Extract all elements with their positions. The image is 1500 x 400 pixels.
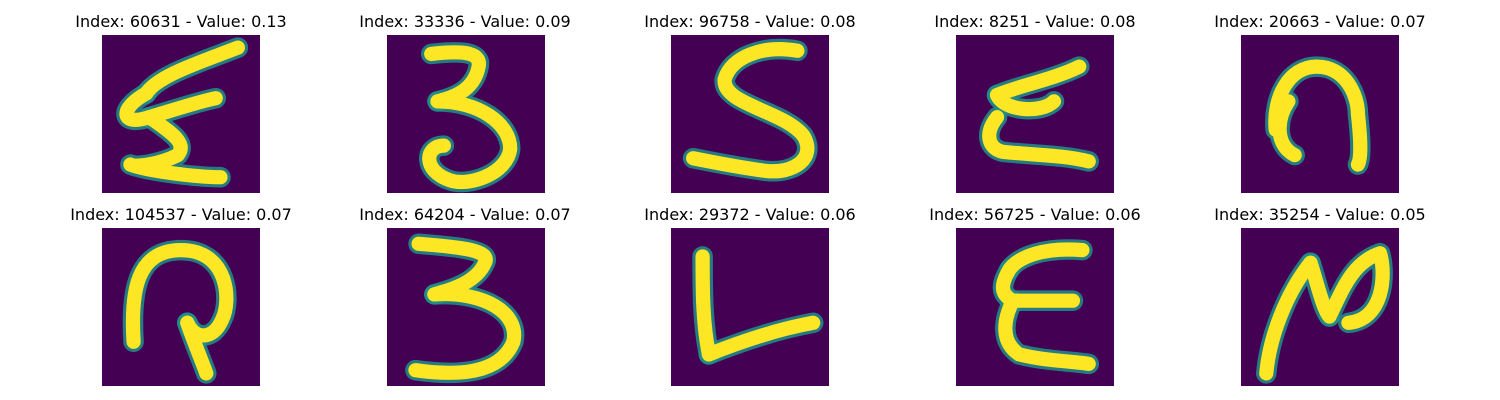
glyph-svg	[692, 246, 824, 365]
panel-title: Index: 60631 - Value: 0.13	[75, 12, 287, 31]
panel-2: Index: 33336 - Value: 0.09	[345, 12, 585, 193]
glyph-svg	[116, 37, 249, 188]
panel-9: Index: 56725 - Value: 0.06	[915, 205, 1155, 386]
glyph-svg	[1256, 243, 1393, 384]
panel-title: Index: 29372 - Value: 0.06	[644, 205, 856, 224]
digit-image	[956, 228, 1114, 386]
glyph-svg	[992, 239, 1099, 375]
glyph-svg	[682, 38, 818, 182]
digit-image	[387, 228, 545, 386]
digit-image	[956, 35, 1114, 193]
stroke	[686, 42, 815, 179]
digit-image	[102, 228, 260, 386]
panel-1: Index: 60631 - Value: 0.13	[61, 12, 301, 193]
panel-title: Index: 96758 - Value: 0.08	[644, 12, 856, 31]
panel-5: Index: 20663 - Value: 0.07	[1200, 12, 1440, 193]
stroke	[123, 110, 228, 185]
panel-10: Index: 35254 - Value: 0.05	[1200, 205, 1440, 386]
panel-title: Index: 8251 - Value: 0.08	[934, 12, 1136, 31]
digit-image	[671, 35, 829, 193]
stroke	[989, 59, 1087, 103]
stroke	[1322, 246, 1390, 330]
panel-title: Index: 33336 - Value: 0.09	[359, 12, 571, 31]
stroke	[1268, 59, 1368, 172]
stroke	[982, 110, 1096, 169]
panel-title: Index: 20663 - Value: 0.07	[1214, 12, 1426, 31]
glyph-svg	[405, 233, 525, 384]
digit-image	[1241, 228, 1399, 386]
stroke	[180, 315, 214, 381]
glyph-svg	[979, 56, 1099, 172]
panel-title: Index: 56725 - Value: 0.06	[929, 205, 1141, 224]
stroke	[1259, 255, 1318, 381]
stroke	[998, 293, 1096, 371]
digit-image	[1241, 35, 1399, 193]
panel-title: Index: 104537 - Value: 0.07	[70, 205, 292, 224]
stroke	[989, 87, 1062, 117]
stroke	[1272, 94, 1302, 163]
panel-title: Index: 35254 - Value: 0.05	[1214, 205, 1426, 224]
panel-8: Index: 29372 - Value: 0.06	[630, 205, 870, 386]
stroke	[125, 243, 234, 349]
stroke	[408, 287, 522, 380]
digit-image	[387, 35, 545, 193]
stroke	[695, 249, 717, 362]
glyph-svg	[419, 42, 521, 193]
stroke	[422, 94, 518, 190]
digit-image	[102, 35, 260, 193]
panel-4: Index: 8251 - Value: 0.08	[915, 12, 1155, 193]
digit-image	[671, 228, 829, 386]
panel-7: Index: 64204 - Value: 0.07	[345, 205, 585, 386]
panel-3: Index: 96758 - Value: 0.08	[630, 12, 870, 193]
glyph-svg	[122, 239, 237, 384]
stroke	[701, 315, 821, 362]
panel-title: Index: 64204 - Value: 0.07	[359, 205, 571, 224]
panel-6: Index: 104537 - Value: 0.07	[61, 205, 301, 386]
glyph-svg	[1265, 56, 1371, 175]
